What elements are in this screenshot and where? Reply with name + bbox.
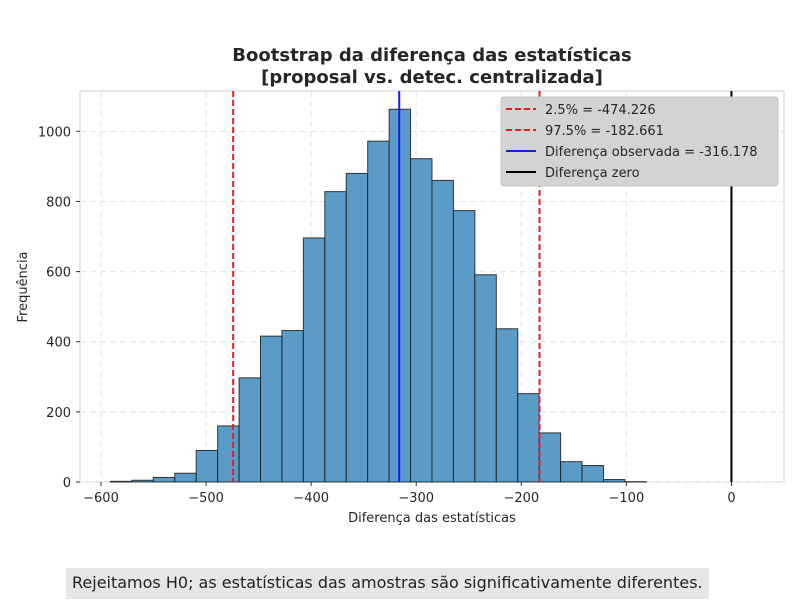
histogram-bar	[367, 140, 390, 483]
y-axis-ticks: 0 200 400 600 800 1000	[38, 125, 80, 491]
histogram-bar	[538, 432, 562, 483]
histogram-bar	[324, 191, 347, 483]
legend: 2.5% = -474.226 97.5% = -182.661 Diferen…	[500, 96, 779, 187]
histogram-bar	[410, 158, 433, 483]
histogram-bar	[431, 179, 454, 483]
y-tick-label: 0	[63, 476, 71, 491]
legend-label-zero: Diferença zero	[545, 166, 640, 181]
histogram-bar	[474, 274, 497, 483]
histogram-bar	[109, 480, 133, 483]
y-tick-label: 200	[46, 406, 71, 421]
x-tick-label: −500	[188, 491, 224, 506]
histogram-bar	[195, 449, 219, 483]
x-tick-label: −100	[609, 491, 645, 506]
y-tick-label: 400	[46, 336, 71, 351]
histogram-bars	[109, 108, 647, 483]
chart-title-line-2: [proposal vs. detec. centralizada]	[261, 67, 603, 88]
x-tick-label: −300	[398, 491, 434, 506]
legend-label-97-5-percent: 97.5% = -182.661	[545, 124, 664, 139]
x-tick-label: −400	[293, 491, 329, 506]
histogram-bar	[560, 461, 583, 483]
histogram-bar	[174, 472, 197, 483]
y-tick-label: 1000	[38, 125, 71, 140]
y-tick-label: 800	[46, 195, 71, 210]
histogram-bar	[260, 335, 283, 483]
histogram-bar	[281, 330, 304, 483]
y-tick-label: 600	[46, 266, 71, 281]
histogram-bar	[517, 393, 540, 483]
legend-box	[500, 96, 779, 187]
x-axis-label: Diferença das estatísticas	[348, 511, 516, 526]
histogram-bar	[217, 425, 240, 483]
legend-label-2-5-percent: 2.5% = -474.226	[545, 103, 656, 118]
histogram-bar	[302, 237, 326, 483]
histogram-bar	[452, 210, 476, 483]
x-tick-label: −200	[503, 491, 539, 506]
conclusion-message: Rejeitamos H0; as estatísticas das amost…	[66, 568, 709, 599]
histogram-bar	[581, 465, 604, 483]
histogram-bar	[131, 479, 154, 483]
histogram-bar	[602, 479, 626, 483]
histogram-bar	[152, 476, 176, 483]
histogram-bar	[238, 377, 262, 483]
x-axis-ticks: −600 −500 −400 −300 −200 −100 0	[83, 482, 736, 506]
histogram-bar	[345, 172, 369, 483]
x-tick-label: 0	[727, 491, 735, 506]
legend-label-observed: Diferença observada = -316.178	[545, 145, 758, 160]
x-tick-label: −600	[83, 491, 119, 506]
histogram-bar	[495, 328, 519, 483]
y-axis-label: Frequência	[16, 251, 31, 322]
chart-title-line-1: Bootstrap da diferença das estatísticas	[232, 45, 631, 66]
